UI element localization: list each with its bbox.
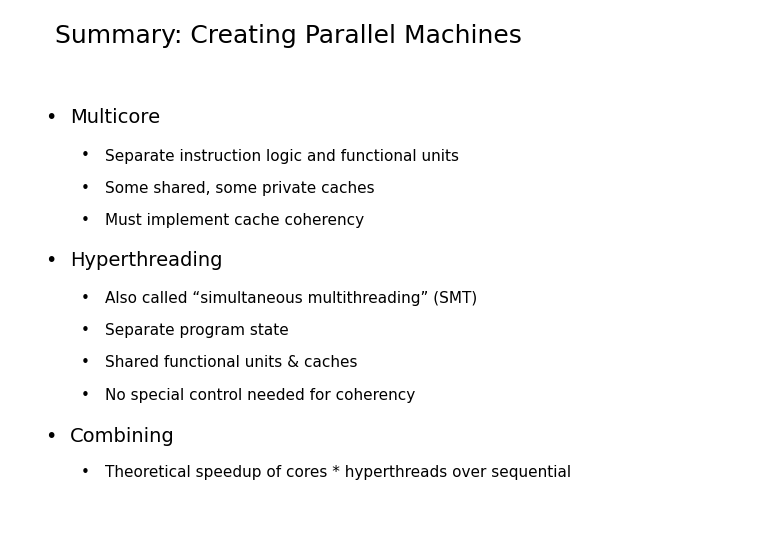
Text: Separate instruction logic and functional units: Separate instruction logic and functiona… — [105, 148, 459, 164]
Text: No special control needed for coherency: No special control needed for coherency — [105, 388, 416, 403]
Text: Multicore: Multicore — [70, 108, 161, 127]
Text: •: • — [80, 181, 89, 196]
Text: •: • — [80, 148, 89, 164]
Text: Some shared, some private caches: Some shared, some private caches — [105, 181, 375, 196]
Text: Combining: Combining — [70, 427, 175, 446]
Text: Separate program state: Separate program state — [105, 323, 289, 338]
Text: Summary: Creating Parallel Machines: Summary: Creating Parallel Machines — [55, 24, 522, 48]
Text: Theoretical speedup of cores * hyperthreads over sequential: Theoretical speedup of cores * hyperthre… — [105, 465, 572, 481]
Text: •: • — [80, 323, 89, 338]
Text: •: • — [45, 251, 57, 270]
Text: •: • — [80, 388, 89, 403]
Text: •: • — [45, 427, 57, 446]
Text: •: • — [80, 291, 89, 306]
Text: Shared functional units & caches: Shared functional units & caches — [105, 355, 358, 370]
Text: •: • — [80, 465, 89, 481]
Text: •: • — [45, 108, 57, 127]
Text: Must implement cache coherency: Must implement cache coherency — [105, 213, 364, 228]
Text: Hyperthreading: Hyperthreading — [70, 251, 223, 270]
Text: •: • — [80, 355, 89, 370]
Text: Also called “simultaneous multithreading” (SMT): Also called “simultaneous multithreading… — [105, 291, 477, 306]
Text: •: • — [80, 213, 89, 228]
